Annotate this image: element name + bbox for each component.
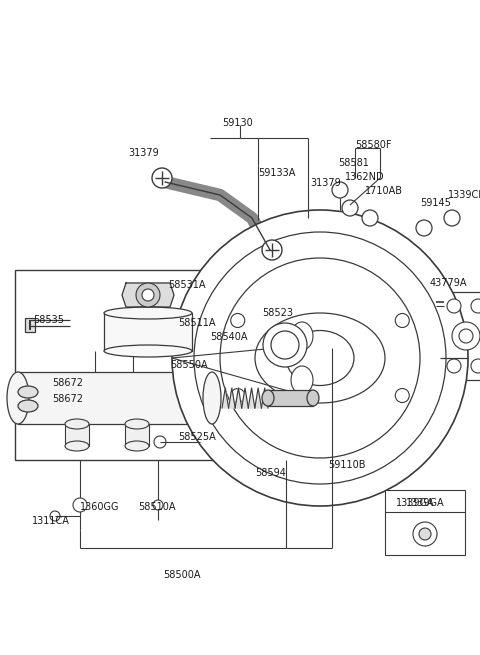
Circle shape <box>142 289 154 301</box>
Circle shape <box>342 200 358 216</box>
Circle shape <box>413 522 437 546</box>
Circle shape <box>459 329 473 343</box>
Circle shape <box>231 388 245 403</box>
Circle shape <box>471 299 480 313</box>
Circle shape <box>194 232 446 484</box>
Circle shape <box>362 210 378 226</box>
Ellipse shape <box>125 419 149 429</box>
Text: 58550A: 58550A <box>170 360 208 370</box>
Bar <box>440 292 480 380</box>
Circle shape <box>447 359 461 373</box>
Ellipse shape <box>104 345 192 357</box>
Polygon shape <box>228 388 235 408</box>
Text: 58581: 58581 <box>338 158 369 168</box>
Bar <box>18 372 213 424</box>
Text: 58500A: 58500A <box>163 570 201 580</box>
Bar <box>15 270 285 460</box>
Bar <box>385 490 465 555</box>
Text: 59145: 59145 <box>420 198 451 208</box>
Bar <box>65 424 89 446</box>
Circle shape <box>263 323 307 367</box>
Polygon shape <box>242 388 248 408</box>
Text: 1339GA: 1339GA <box>406 498 444 508</box>
Circle shape <box>73 498 87 512</box>
Text: 59130: 59130 <box>223 118 253 128</box>
Text: 59133A: 59133A <box>258 168 295 178</box>
Bar <box>125 424 149 446</box>
Ellipse shape <box>291 366 313 394</box>
Text: 58510A: 58510A <box>138 502 176 512</box>
Circle shape <box>452 322 480 350</box>
Ellipse shape <box>125 441 149 451</box>
Ellipse shape <box>307 390 319 406</box>
Circle shape <box>172 210 468 506</box>
Circle shape <box>447 299 461 313</box>
Circle shape <box>153 500 163 510</box>
Text: 31379: 31379 <box>128 148 159 158</box>
Ellipse shape <box>203 372 221 424</box>
Text: 58672: 58672 <box>52 394 83 404</box>
Text: 58672: 58672 <box>52 378 83 388</box>
Ellipse shape <box>286 331 354 386</box>
Text: 1362ND: 1362ND <box>345 172 384 182</box>
Circle shape <box>220 258 420 458</box>
Bar <box>25 318 35 332</box>
Text: 58523: 58523 <box>262 308 293 318</box>
Bar <box>104 313 192 351</box>
Circle shape <box>395 388 409 403</box>
Ellipse shape <box>262 390 274 406</box>
Text: 1339GA: 1339GA <box>396 498 434 508</box>
Text: 59110B: 59110B <box>328 460 365 470</box>
Text: 1339CD: 1339CD <box>448 190 480 200</box>
Text: 58535: 58535 <box>33 315 64 325</box>
Polygon shape <box>262 388 268 408</box>
Text: 58525A: 58525A <box>178 432 216 442</box>
Polygon shape <box>122 283 174 307</box>
Circle shape <box>271 331 299 359</box>
Circle shape <box>395 314 409 328</box>
Ellipse shape <box>7 372 29 424</box>
Text: 58594: 58594 <box>255 468 286 478</box>
Text: 1710AB: 1710AB <box>365 186 403 196</box>
Circle shape <box>444 210 460 226</box>
Text: 58511A: 58511A <box>178 318 216 328</box>
Ellipse shape <box>291 322 313 350</box>
Ellipse shape <box>18 400 38 412</box>
Circle shape <box>50 511 60 521</box>
Ellipse shape <box>104 307 192 319</box>
Circle shape <box>154 436 166 448</box>
Polygon shape <box>235 388 242 408</box>
Circle shape <box>332 182 348 198</box>
Ellipse shape <box>18 386 38 398</box>
Circle shape <box>152 168 172 188</box>
Text: 58531A: 58531A <box>168 280 205 290</box>
Text: 31379: 31379 <box>310 178 341 188</box>
Ellipse shape <box>255 313 385 403</box>
Circle shape <box>419 528 431 540</box>
Text: 43779A: 43779A <box>430 278 468 288</box>
Ellipse shape <box>65 419 89 429</box>
Text: 1360GG: 1360GG <box>80 502 120 512</box>
Circle shape <box>231 314 245 328</box>
Text: 58580F: 58580F <box>355 140 392 150</box>
Polygon shape <box>255 388 262 408</box>
Circle shape <box>262 240 282 260</box>
Text: 58540A: 58540A <box>210 332 248 342</box>
Bar <box>268 390 313 406</box>
Polygon shape <box>222 388 228 408</box>
Circle shape <box>416 220 432 236</box>
Text: 1311CA: 1311CA <box>32 516 70 526</box>
Circle shape <box>136 283 160 307</box>
Ellipse shape <box>65 441 89 451</box>
Circle shape <box>471 359 480 373</box>
Polygon shape <box>248 388 255 408</box>
